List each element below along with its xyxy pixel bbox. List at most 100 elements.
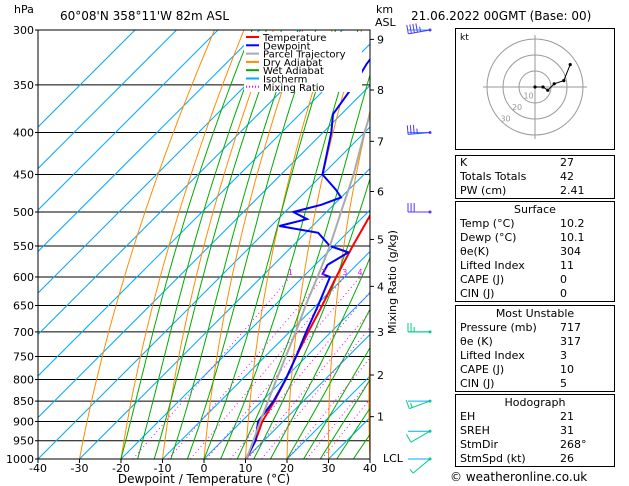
index-row: CAPE (J) 0 [456,273,614,287]
mixing-ratio-value-label: 2 [321,268,326,277]
legend-label: Temperature [262,33,326,44]
valid-time: 21.06.2022 00GMT (Base: 00) [411,9,592,23]
isotherm-line [79,167,370,459]
surface-table: Temp (°C) 10.2 Dewp (°C) 10.1 θe(K) 304 Lifted… [456,217,614,301]
index-label: PW (cm) [460,184,507,197]
wet-adiabat-line [336,407,370,459]
pressure-tick-label: 600 [13,271,34,284]
index-value: 10.1 [560,231,585,244]
wet-adiabat-line [120,30,253,459]
index-label: θe(K) [460,245,490,258]
index-label: Dewp (°C) [460,231,517,244]
wind-barb-flag [409,468,414,474]
isotherm-line [38,30,136,128]
wind-barb-staff [410,430,431,443]
isotherm-line [38,30,219,211]
wet-adiabat-line [236,73,370,459]
wind-barb-dot [428,330,432,334]
isotherm-line [38,84,370,419]
hodograph-point [552,82,556,86]
wind-barb-dot [428,429,432,433]
index-value: 0 [560,287,567,300]
isotherm-line [245,333,370,459]
index-label: θe (K) [460,335,493,348]
index-label: CIN (J) [460,287,495,300]
hodograph-index-table: EH 21 SREH 31 StmDir 268° StmSpd (kt) 26 [456,410,614,466]
hodograph-ring-label: 10 [523,92,533,101]
km-unit-label: km [376,3,394,16]
mixing-ratio-value-label: 3 [342,268,347,277]
dry-adiabat-line [79,30,215,459]
index-label: Temp (°C) [460,217,515,230]
km-tick-label: 5 [377,233,384,246]
legend-label: Mixing Ratio [263,83,325,94]
pressure-tick-label: 300 [13,24,34,37]
index-value: 27 [560,156,574,169]
legend-label: Isotherm [263,75,307,86]
pressure-tick-label: 650 [13,300,34,313]
dry-adiabat-line [203,30,304,459]
km-tick-label: 4 [377,280,384,293]
index-row: Totals Totals 42 [456,170,614,184]
index-label: CAPE (J) [460,363,505,376]
index-value: 304 [560,245,581,258]
index-row: Lifted Index 11 [456,259,614,273]
index-label: K [460,156,468,169]
index-row: θe (K) 317 [456,335,614,349]
surface-box: Surface Temp (°C) 10.2 Dewp (°C) 10.1 θe(K) 3… [455,201,615,302]
isotherm-line [162,250,370,459]
index-label: Lifted Index [460,349,525,362]
pressure-tick-label: 500 [13,206,34,219]
index-label: Pressure (mb) [460,321,537,334]
index-row: PW (cm) 2.41 [456,184,614,198]
index-label: Lifted Index [460,259,525,272]
index-value: 11 [560,259,574,272]
pressure-tick-label: 550 [13,240,34,253]
legend-label: Dry Adiabat [263,58,322,69]
mixing-ratio-value-label: 1 [288,268,293,277]
isotherm-line [203,292,370,459]
isotherm-line [38,43,370,377]
temp-tick-label: -20 [112,462,130,475]
index-value: 42 [560,170,574,183]
mixing-ratio-line [306,380,370,459]
wind-barb-flag [415,23,418,33]
pressure-tick-label: 700 [13,326,34,339]
legend-background [244,32,362,92]
index-row: CIN (J) 0 [456,287,614,301]
mixing-ratio-axis-label: Mixing Ratio (g/kg) [386,230,399,334]
index-row: Temp (°C) 10.2 [456,217,614,231]
km-tick-label: 7 [377,135,384,148]
index-value: 10 [560,363,574,376]
index-box-top: K 27 Totals Totals 42 PW (cm) 2.41 [455,155,615,199]
wind-barbs [405,23,432,474]
pressure-tick-label: 800 [13,373,34,386]
index-value: 2.41 [560,184,585,197]
hodograph-trace [535,64,571,91]
hodograph-index-box: Hodograph EH 21 SREH 31 StmDir 268° StmSpd (kt… [455,394,615,467]
index-row: Lifted Index 3 [456,349,614,363]
pressure-tick-label: 750 [13,350,34,363]
wind-barb-flag [406,24,409,34]
wind-barb-flag [405,399,410,409]
station-location: 60°08'N 358°11'W 82m ASL [60,9,230,23]
index-row: EH 21 [456,410,614,424]
wind-barb-dot [428,131,432,135]
pressure-tick-label: 400 [13,127,34,140]
index-row: StmSpd (kt) 26 [456,452,614,466]
wet-adiabat-line [137,30,267,459]
legend-label: Wet Adiabat [263,66,324,77]
km-asl-label: ASL [375,16,396,29]
temp-tick-label: 10 [239,462,253,475]
index-value: 21 [560,410,574,423]
index-row: θe(K) 304 [456,245,614,259]
dry-adiabat-line [286,30,363,459]
isotherm-line [38,126,370,459]
index-value: 10.2 [560,217,585,230]
wind-barb-dot [428,399,432,403]
hodograph-point [533,85,537,89]
temp-tick-label: -10 [154,462,172,475]
series-temperature [245,213,370,459]
temp-tick-label: -30 [71,462,89,475]
